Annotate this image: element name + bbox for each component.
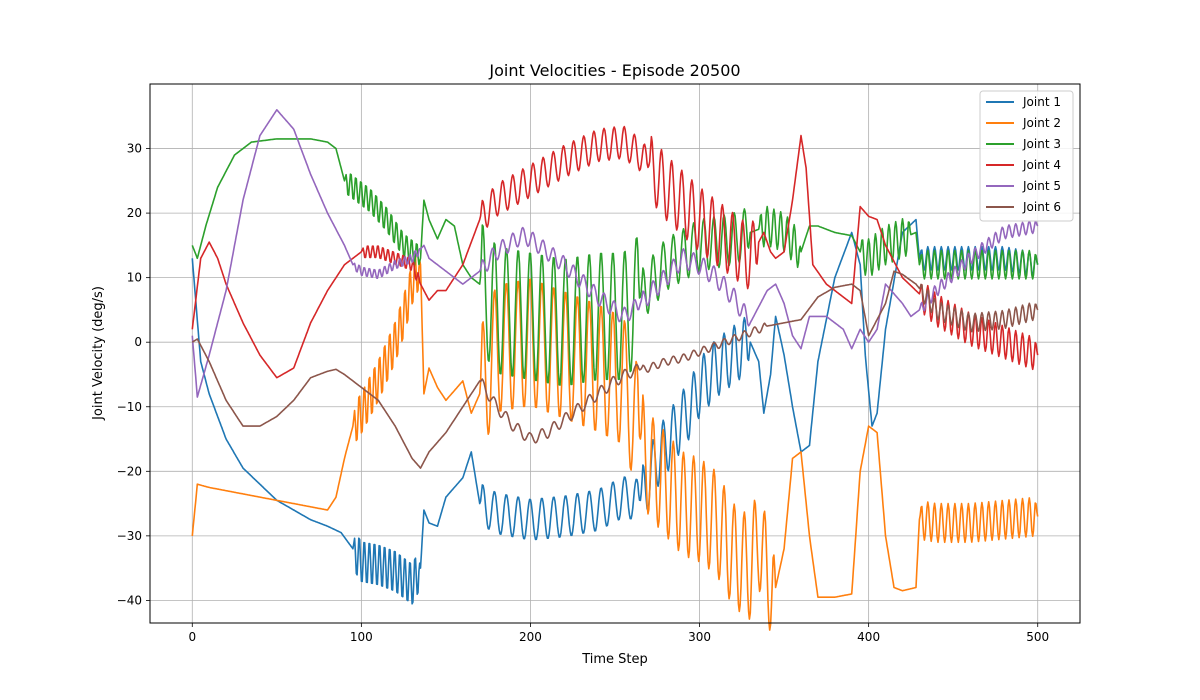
y-tick-label: −40: [117, 593, 142, 607]
y-axis-label: Joint Velocity (deg/s): [91, 286, 106, 421]
series-line-joint-6: [191, 270, 1039, 469]
y-tick-label: −10: [117, 400, 142, 414]
series-line-joint-1: [191, 218, 1039, 605]
series-line-joint-5: [191, 109, 1039, 398]
y-tick-label: 10: [127, 271, 142, 285]
x-axis-ticks: 0 100 200 300 400 500: [188, 623, 1049, 644]
legend-label: Joint 1: [1022, 95, 1061, 109]
series-line-joint-3: [191, 138, 1039, 386]
x-tick-label: 500: [1026, 630, 1049, 644]
y-tick-label: 30: [127, 142, 142, 156]
y-tick-label: −30: [117, 529, 142, 543]
x-tick-label: 300: [688, 630, 711, 644]
legend-label: Joint 3: [1022, 137, 1061, 151]
legend-label: Joint 4: [1022, 158, 1061, 172]
x-tick-label: 100: [350, 630, 373, 644]
y-axis-ticks: −40 −30 −20 −10 0 10 20 30: [117, 142, 150, 607]
axes-frame: [149, 83, 1081, 624]
x-axis-label: Time Step: [581, 652, 648, 667]
y-tick-label: −20: [117, 464, 142, 478]
y-tick-label: 0: [134, 335, 142, 349]
data-lines: [191, 109, 1039, 631]
legend-label: Joint 5: [1022, 179, 1061, 193]
legend-label: Joint 2: [1022, 116, 1061, 130]
x-tick-label: 200: [519, 630, 542, 644]
chart-title: Joint Velocities - Episode 20500: [488, 61, 740, 80]
legend-label: Joint 6: [1022, 200, 1061, 214]
x-tick-label: 400: [857, 630, 880, 644]
y-tick-label: 20: [127, 206, 142, 220]
x-tick-label: 0: [188, 630, 196, 644]
legend: Joint 1 Joint 2 Joint 3 Joint 4 Joint 5 Joint…: [979, 90, 1074, 222]
series-line-joint-4: [191, 125, 1039, 379]
series-line-joint-2: [191, 256, 1039, 631]
